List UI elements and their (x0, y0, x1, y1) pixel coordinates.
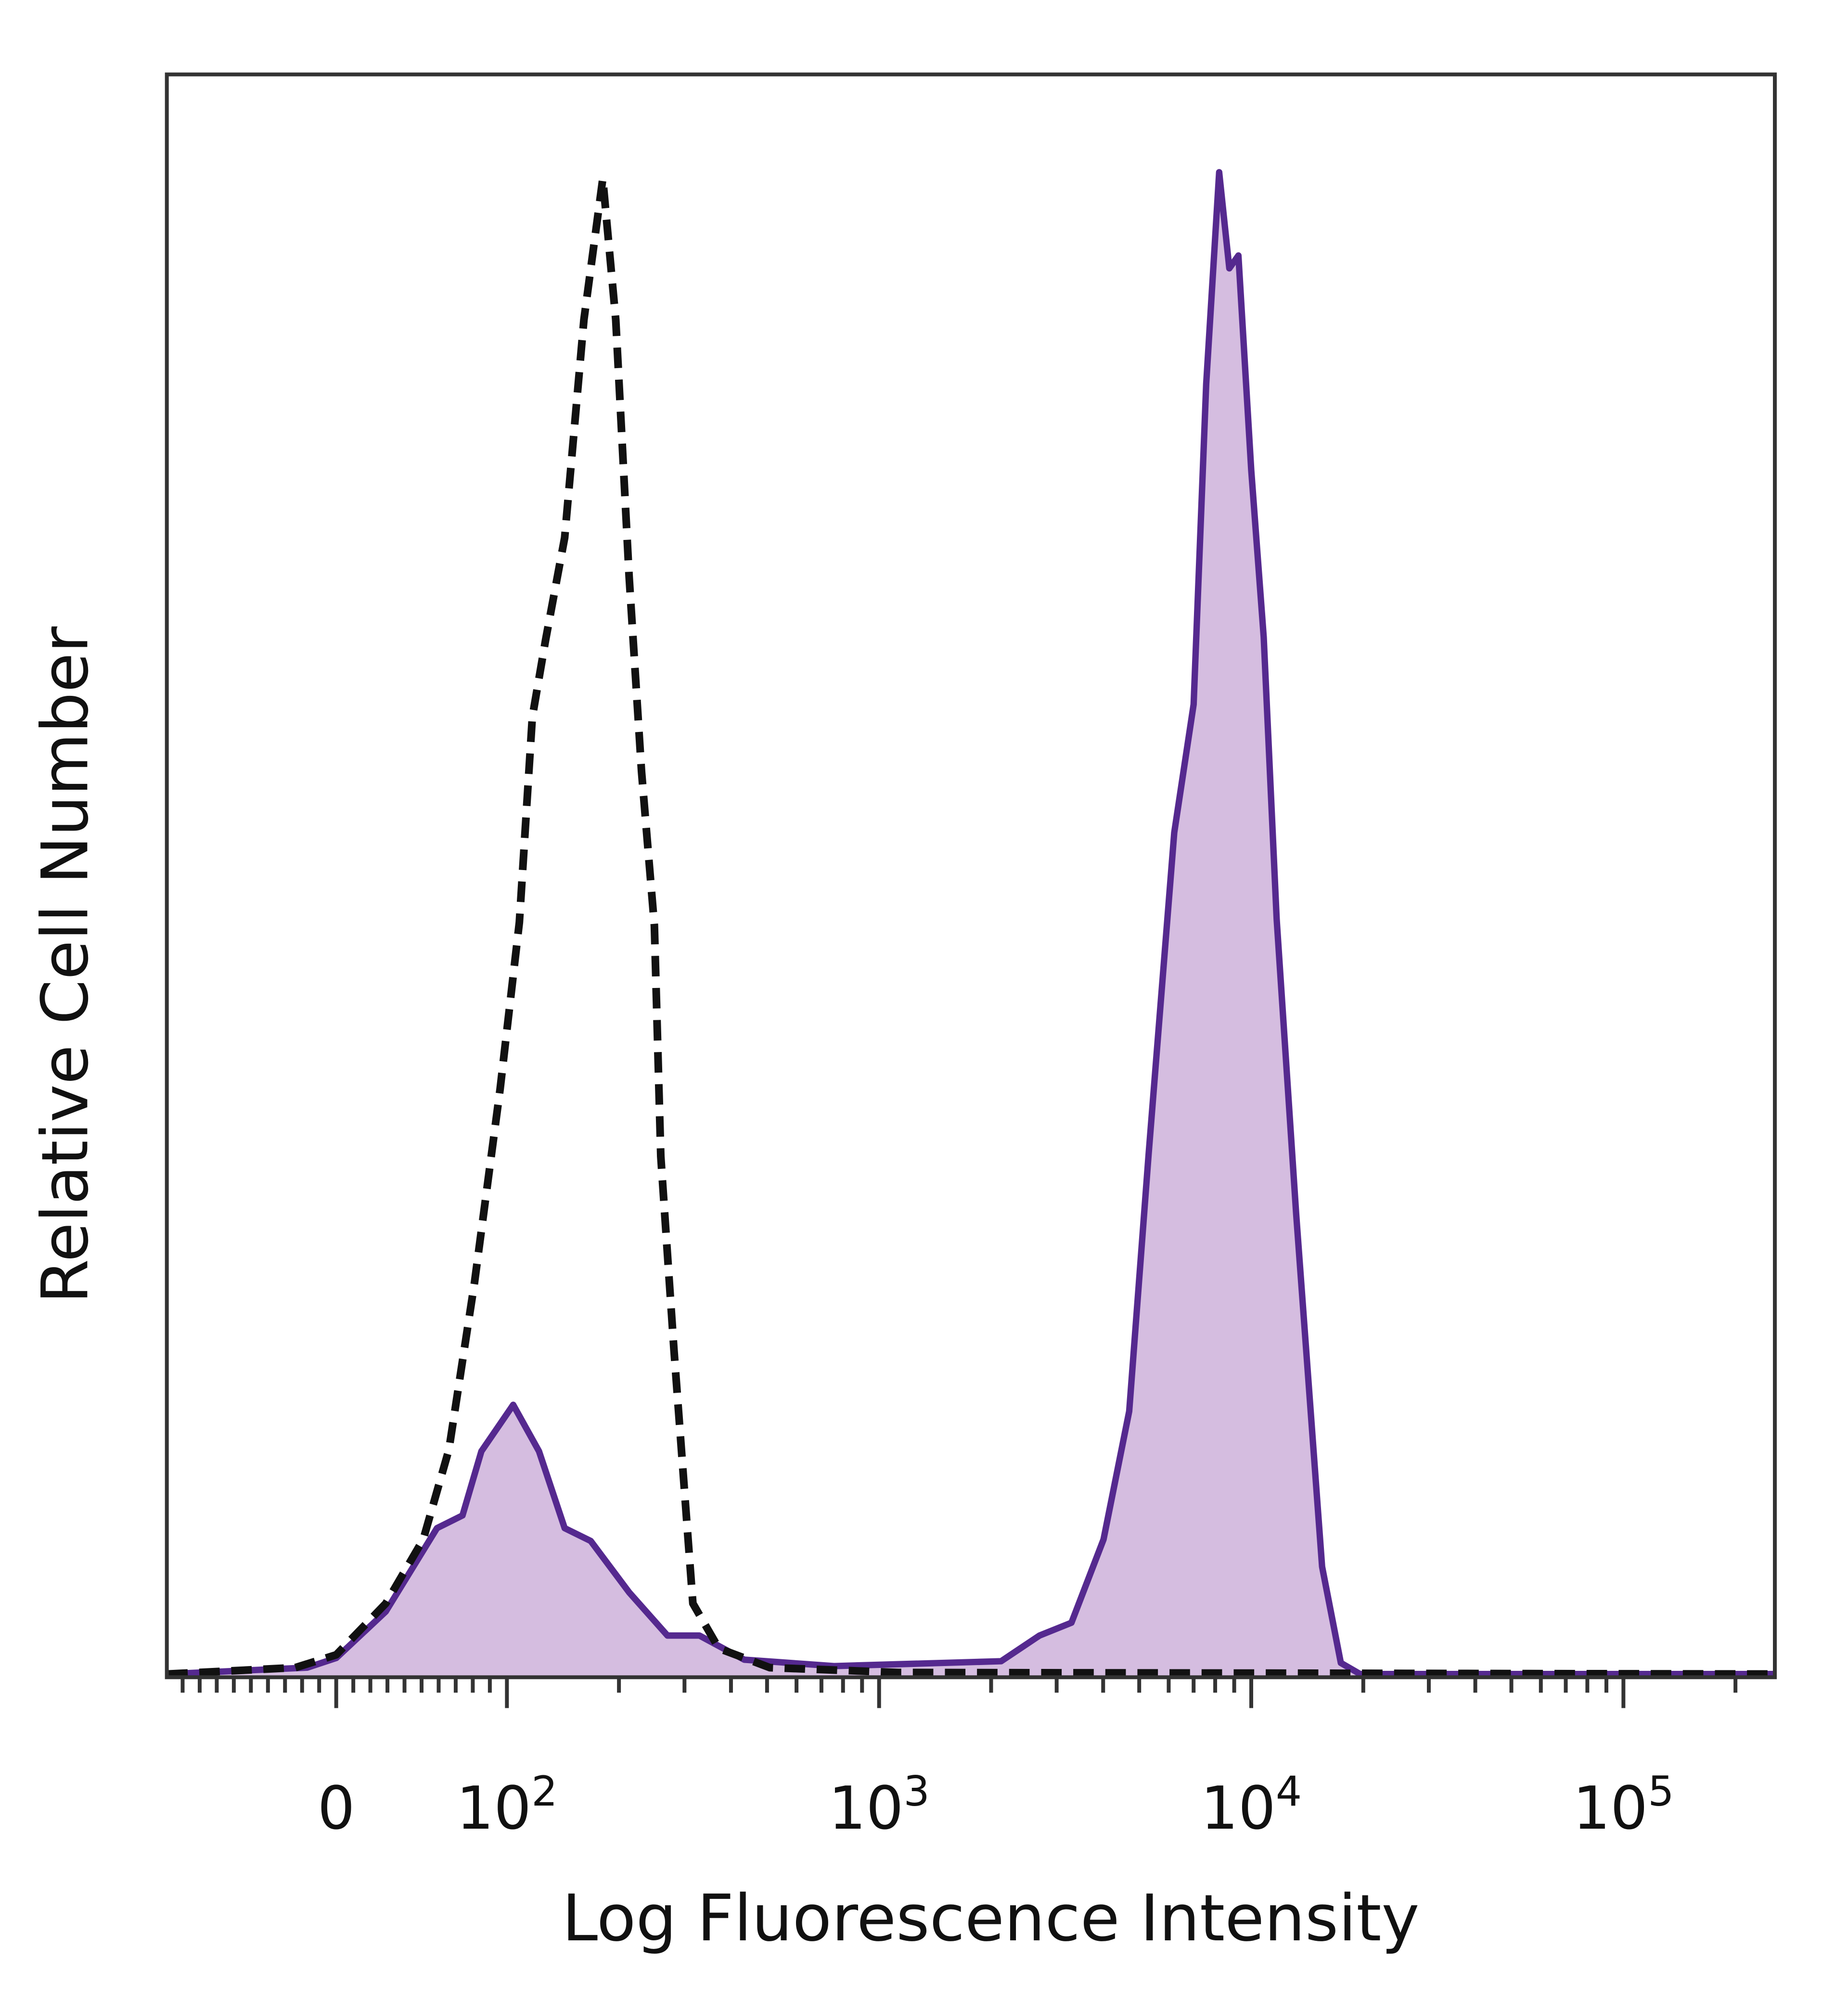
stained-sample-line (167, 169, 1775, 1678)
x-tick-label: 103 (828, 1768, 929, 1843)
x-axis-ticks (180, 1677, 1738, 1708)
series-layer (167, 169, 1775, 1678)
isotype-control-line (167, 175, 1775, 1678)
x-tick-label: 105 (1573, 1768, 1674, 1843)
plot-frame (165, 72, 1777, 1679)
x-tick-labels: 0 102 103 104 105 (318, 1768, 1674, 1843)
y-axis-label: Relative Cell Number (28, 627, 103, 1304)
stained-sample-fill (167, 172, 1775, 1678)
x-tick-label: 104 (1201, 1768, 1302, 1843)
x-tick-label: 102 (456, 1768, 557, 1843)
x-tick-label: 0 (318, 1774, 355, 1843)
x-axis-label: Log Fluorescence Intensity (562, 1881, 1420, 1956)
